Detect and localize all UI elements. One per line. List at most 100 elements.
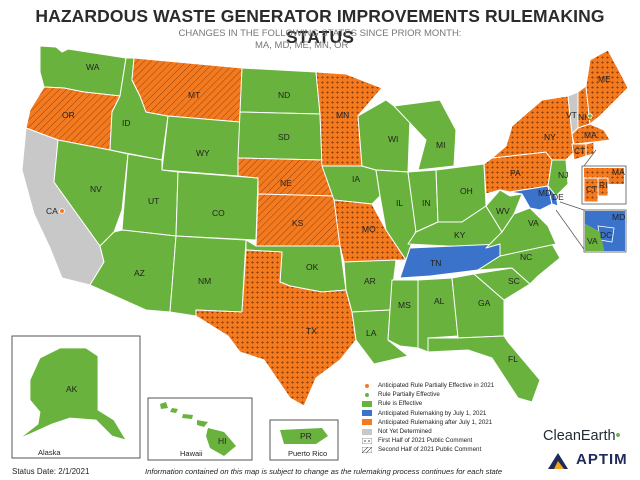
label-DE: DE [552,192,564,202]
clean-earth-dot-icon: • [615,428,621,444]
legend-label: Rule Partially Effective [378,391,440,399]
label-MA: MA [584,130,597,140]
label-AK: AK [66,384,78,394]
label-LA: LA [366,328,377,338]
state-MI [393,99,457,171]
label-GA: GA [478,298,491,308]
label-VT: VT [566,110,577,120]
state-AR [343,259,397,313]
state-NJ [547,159,569,197]
legend-item-by-july: Anticipated Rulemaking by July 1, 2021 [362,409,494,418]
label-ME: ME [598,74,611,84]
label-NE: NE [280,178,292,188]
clean-earth-wordmark: CleanEarth [543,428,616,444]
label-CT: CT [574,146,585,156]
new-england-inset [581,149,627,205]
label-UT: UT [148,196,159,206]
partial-2021-marker-CA [59,208,65,214]
legend-item-not-determined: Not Yet Determined [362,427,494,436]
label-WI: WI [388,134,398,144]
label-CO: CO [212,208,225,218]
label-AZ: AZ [134,268,145,278]
after-july-swatch [362,419,372,426]
inset-MA [584,168,624,184]
legend-label: Anticipated Rulemaking by July 1, 2021 [378,409,487,417]
label-AR: AR [364,276,376,286]
hawaii-island-1 [160,402,168,409]
label-TX: TX [306,326,317,336]
label-IA: IA [352,174,360,184]
label-SC: SC [508,276,520,286]
label-MS: MS [398,300,411,310]
first-half-pattern-swatch [362,437,372,444]
state-GA [451,273,505,339]
puerto-rico-caption: Puerto Rico [288,449,327,458]
partial-marker-NH [587,113,593,119]
legend-item-partial-2021: Anticipated Rule Partially Effective in … [362,381,494,390]
label-NY: NY [544,132,556,142]
inset-label-MD: MD [612,212,625,222]
hawaii-island-3 [182,414,193,419]
legend-item-second-half: Second Half of 2021 Public Comment [362,445,494,454]
inset-RI [597,177,609,197]
second-half-pattern-swatch [362,446,372,453]
alaska-caption: Alaska [38,448,61,457]
hawaii-inset: Hawaii [147,397,253,461]
label-MD: MD [538,188,551,198]
label-NM: NM [198,276,211,286]
label-FL: FL [508,354,518,364]
state-TX [195,249,357,407]
label-NV: NV [90,184,102,194]
label-OH: OH [460,186,473,196]
label-AL: AL [434,296,445,306]
inset-label-CT: CT [586,184,597,194]
state-MT [131,57,243,123]
state-PR [280,428,328,444]
state-AK [19,347,127,441]
legend-item-after-july: Anticipated Rulemaking after July 1, 202… [362,418,494,427]
label-MO: MO [362,224,376,234]
hawaii-island-2 [170,408,178,413]
state-CO [175,171,259,241]
changes-subtitle: CHANGES IN THE FOLLOWING STATES SINCE PR… [178,28,462,39]
label-KY: KY [454,230,466,240]
partial-2021-marker-icon [362,383,372,389]
hawaii-island-4 [197,420,208,427]
label-TN: TN [430,258,441,268]
label-OK: OK [306,262,319,272]
legend-item-partial: Rule Partially Effective [362,390,494,399]
state-WY [161,115,241,177]
state-MS [387,279,419,349]
inset-label-DC: DC [600,230,612,240]
state-ME [585,49,629,125]
alaska-inset: Alaska [11,335,141,459]
legend-label: Rule is Effective [378,400,423,408]
label-WA: WA [86,62,100,72]
aptim-mark-icon [548,453,568,469]
state-RI [585,141,595,157]
legend-label: First Half of 2021 Public Comment [378,437,473,445]
legend-label: Anticipated Rule Partially Effective in … [378,382,495,390]
map-title: HAZARDOUS WASTE GENERATOR IMPROVEMENTS R… [35,6,605,47]
label-PA: PA [510,168,521,178]
state-FL [427,335,541,403]
state-HI [206,428,236,456]
by-july-swatch [362,410,372,417]
clean-earth-logo: CleanEarth• [543,428,621,444]
legend-label: Not Yet Determined [378,428,432,436]
aptim-logo: APTIM [576,451,628,468]
label-PR: PR [300,431,312,441]
hawaii-caption: Hawaii [180,449,203,458]
inset-label-MA: MA [612,167,625,177]
inset-VA [585,224,604,251]
inset-label-RI: RI [599,180,608,190]
label-WY: WY [196,148,210,158]
label-ID: ID [122,118,131,128]
state-NY [491,95,575,161]
label-CA: CA [46,206,58,216]
rule-effective-swatch [362,400,372,407]
dc-area-inset [555,201,627,253]
state-DE [547,185,559,207]
label-MN: MN [336,110,349,120]
state-NV [53,139,129,247]
